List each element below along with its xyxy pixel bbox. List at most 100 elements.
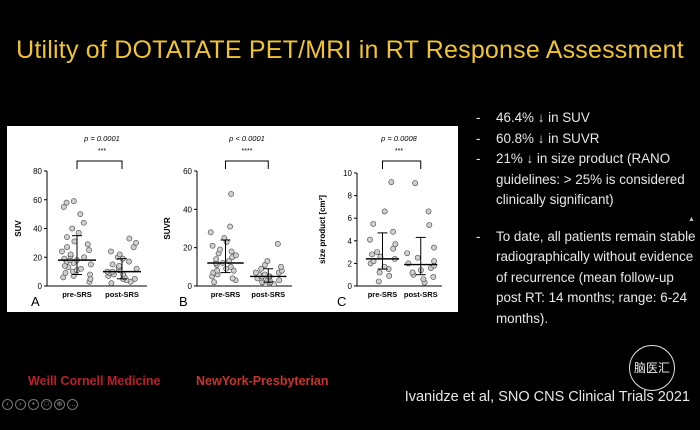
panel-letter: A <box>31 294 40 309</box>
y-tick-label: 40 <box>33 225 42 234</box>
data-point <box>386 272 393 279</box>
y-tick-label: 0 <box>188 282 193 291</box>
data-point <box>367 236 373 243</box>
data-point <box>227 263 234 270</box>
data-point <box>369 251 375 258</box>
data-point <box>64 234 70 241</box>
data-point <box>214 267 221 274</box>
bullet-text: 46.4% ↓ in SUV <box>496 110 590 125</box>
data-point <box>133 265 140 272</box>
cursor-icon: ▲ <box>688 216 695 223</box>
significance-stars: **** <box>242 148 253 155</box>
data-point <box>70 198 77 205</box>
data-point <box>213 256 220 263</box>
data-point <box>77 265 84 272</box>
data-point <box>133 239 139 246</box>
data-point <box>232 252 239 259</box>
data-point <box>81 254 88 261</box>
data-point <box>221 235 228 241</box>
data-point <box>390 228 396 235</box>
bullet-text: To date, all patients remain stable radi… <box>496 228 696 326</box>
panel-letter: C <box>337 294 346 309</box>
y-tick-label: 10 <box>343 169 352 178</box>
y-tick-label: 0 <box>348 282 353 291</box>
data-point <box>374 249 381 255</box>
pen-icon[interactable]: • <box>28 399 39 410</box>
significance-stars: *** <box>395 148 403 155</box>
watermark-seal: 脑医汇 <box>629 345 675 391</box>
y-axis-label: SUV <box>14 220 23 237</box>
data-point <box>404 250 411 257</box>
p-value-label: p = 0.0001 <box>83 134 120 143</box>
bullet-list: -46.4% ↓ in SUV -60.8% ↓ in SUVR -21% ↓ … <box>476 108 700 329</box>
y-tick-label: 40 <box>183 205 192 214</box>
data-point <box>409 269 416 276</box>
citation: Ivanidze et al, SNO CNS Clinical Trials … <box>404 389 690 405</box>
significance-stars: *** <box>98 148 106 155</box>
x-category-label: post-SRS <box>404 290 438 299</box>
y-tick-label: 6 <box>348 214 353 223</box>
significance-bracket <box>225 160 269 169</box>
panel-letter: B <box>179 294 188 309</box>
data-point <box>217 246 223 253</box>
data-point <box>278 263 284 270</box>
y-tick-label: 8 <box>348 192 353 201</box>
data-point <box>227 223 233 230</box>
slide-controls: ‹ › • □ ⊕ … <box>2 399 78 410</box>
data-point <box>116 251 123 258</box>
next-icon[interactable]: › <box>15 399 26 410</box>
data-point <box>228 248 235 255</box>
data-point <box>63 199 70 206</box>
data-point <box>64 244 70 251</box>
previous-icon[interactable]: ‹ <box>2 399 13 410</box>
data-point <box>375 278 382 285</box>
y-axis-label: size product [cm²] <box>318 195 327 264</box>
bullet-item: - To date, all patients remain stable rad… <box>476 228 696 326</box>
data-point <box>88 261 94 268</box>
x-category-label: post-SRS <box>251 290 285 299</box>
data-point <box>60 204 67 210</box>
y-tick-label: 60 <box>183 167 192 176</box>
y-tick-label: 0 <box>38 282 43 291</box>
data-point <box>69 225 76 232</box>
data-point <box>59 248 65 255</box>
significance-bracket <box>382 160 422 169</box>
x-category-label: pre-SRS <box>62 290 92 299</box>
data-point <box>388 179 395 185</box>
data-point <box>207 229 214 236</box>
y-axis-label: SUVR <box>163 217 172 239</box>
data-point <box>431 244 437 251</box>
data-point <box>80 219 87 226</box>
y-tick-label: 60 <box>33 196 42 205</box>
data-point <box>392 241 399 248</box>
bullet-item: -21% ↓ in size product (RANO guidelines:… <box>476 151 685 207</box>
data-point <box>62 270 69 276</box>
weill-cornell-logo: Weill Cornell Medicine <box>28 374 161 388</box>
p-value-label: p < 0.0001 <box>228 134 265 143</box>
data-point <box>420 276 427 283</box>
x-category-label: pre-SRS <box>368 290 398 299</box>
data-point <box>264 258 271 264</box>
data-point <box>130 244 137 251</box>
grid-icon[interactable]: □ <box>41 399 52 410</box>
data-point <box>412 180 419 187</box>
data-point <box>370 220 377 227</box>
data-point <box>126 235 133 242</box>
newyork-presbyterian-logo: NewYork-Presbyterian <box>196 374 329 388</box>
zoom-icon[interactable]: ⊕ <box>54 399 65 410</box>
y-tick-label: 80 <box>33 167 42 176</box>
data-point <box>77 211 84 218</box>
slide-title: Utility of DOTATATE PET/MRI in RT Respon… <box>16 36 684 64</box>
data-point <box>84 241 91 248</box>
more-icon[interactable]: … <box>67 399 78 410</box>
data-point <box>108 280 115 287</box>
data-point <box>414 254 421 261</box>
data-point <box>381 208 388 215</box>
y-tick-label: 2 <box>348 259 353 268</box>
data-point <box>228 191 235 197</box>
significance-bracket <box>76 160 123 169</box>
data-point <box>126 258 132 265</box>
y-tick-label: 4 <box>348 237 353 246</box>
